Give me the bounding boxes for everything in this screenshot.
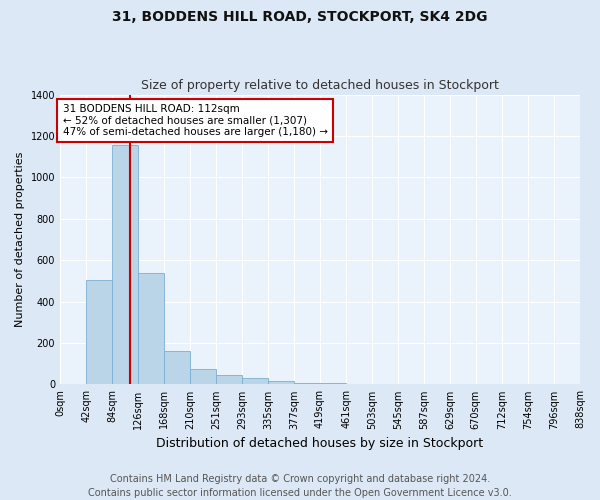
Bar xyxy=(112,146,138,384)
Bar xyxy=(216,375,242,384)
Bar xyxy=(190,369,216,384)
Text: Contains HM Land Registry data © Crown copyright and database right 2024.
Contai: Contains HM Land Registry data © Crown c… xyxy=(88,474,512,498)
X-axis label: Distribution of detached houses by size in Stockport: Distribution of detached houses by size … xyxy=(157,437,484,450)
Bar xyxy=(164,352,190,384)
Bar xyxy=(138,272,164,384)
Bar xyxy=(268,382,294,384)
Text: 31, BODDENS HILL ROAD, STOCKPORT, SK4 2DG: 31, BODDENS HILL ROAD, STOCKPORT, SK4 2D… xyxy=(112,10,488,24)
Title: Size of property relative to detached houses in Stockport: Size of property relative to detached ho… xyxy=(141,79,499,92)
Bar xyxy=(294,383,320,384)
Bar xyxy=(242,378,268,384)
Y-axis label: Number of detached properties: Number of detached properties xyxy=(15,152,25,327)
Bar xyxy=(86,280,112,384)
Text: 31 BODDENS HILL ROAD: 112sqm
← 52% of detached houses are smaller (1,307)
47% of: 31 BODDENS HILL ROAD: 112sqm ← 52% of de… xyxy=(62,104,328,137)
